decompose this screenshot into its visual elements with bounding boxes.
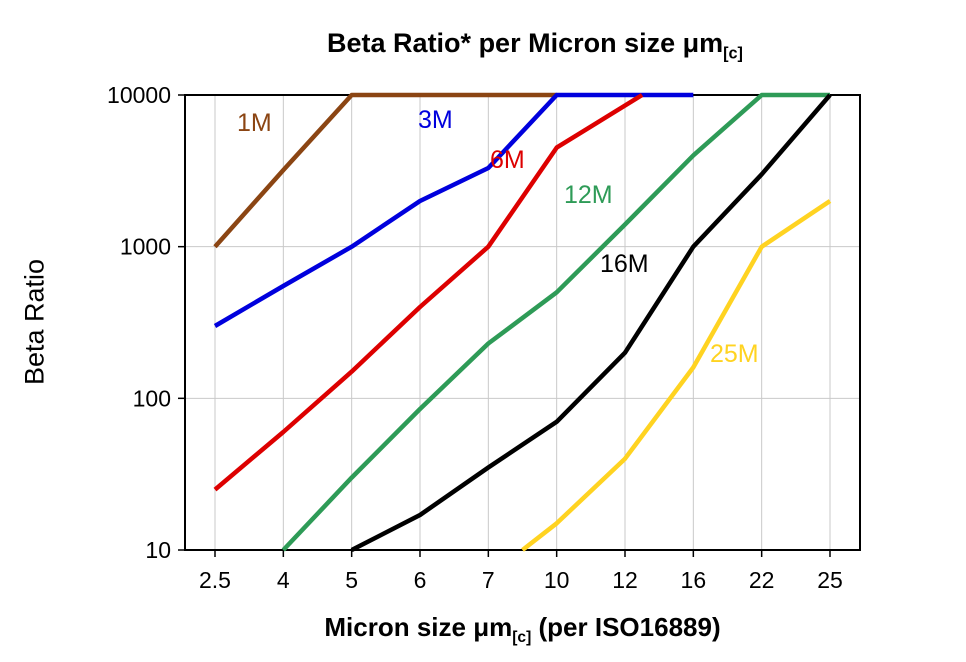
y-tick-label: 1000	[120, 234, 171, 260]
chart-title-subscript: [c]	[723, 44, 743, 63]
series-line-16M	[350, 93, 832, 553]
x-tick-label: 16	[681, 567, 707, 593]
x-tick-label: 5	[345, 567, 358, 593]
y-tick-label: 10000	[107, 82, 171, 108]
x-tick-label: 4	[277, 567, 290, 593]
y-axis-title-text: Beta Ratio	[19, 258, 50, 386]
y-tick-label: 10	[145, 537, 171, 563]
series-label-25M: 25M	[710, 340, 759, 368]
series-line-25M	[521, 199, 832, 552]
x-tick-label: 12	[612, 567, 638, 593]
x-axis-title: Micron size μm[c] (per ISO16889)	[145, 612, 900, 647]
series-line-3M	[213, 92, 694, 328]
x-tick-label: 6	[414, 567, 427, 593]
series-label-16M: 16M	[600, 250, 649, 278]
x-tick-label: 10	[544, 567, 570, 593]
plot-area	[185, 95, 860, 550]
series-line-12M	[281, 92, 830, 552]
x-axis-title-tail: (per ISO16889)	[531, 612, 721, 642]
x-axis-title-text: Micron size μm	[324, 612, 513, 642]
chart-title-text: Beta Ratio* per Micron size μm	[327, 28, 724, 58]
series-label-12M: 12M	[564, 181, 613, 209]
x-tick-label: 22	[749, 567, 775, 593]
series-label-3M: 3M	[418, 106, 453, 134]
y-axis-title: Beta Ratio	[20, 259, 51, 385]
series-line-6M	[213, 93, 644, 492]
y-tick-label: 100	[133, 385, 171, 411]
x-axis-title-subscript: [c]	[512, 629, 532, 647]
x-tick-label: 25	[817, 567, 843, 593]
x-tick-label: 7	[482, 567, 495, 593]
series-line-1M	[213, 92, 557, 249]
chart-title: Beta Ratio* per Micron size μm[c]	[185, 28, 885, 63]
series-label-6M: 6M	[490, 146, 525, 174]
series-label-1M: 1M	[237, 109, 272, 137]
x-tick-label: 2.5	[199, 567, 231, 593]
